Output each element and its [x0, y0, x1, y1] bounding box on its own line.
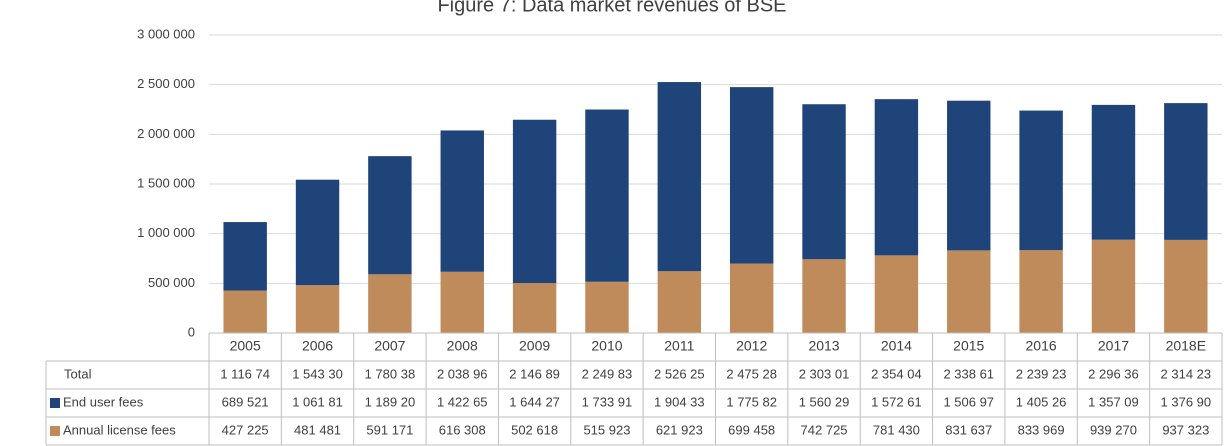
bar-segment — [368, 156, 412, 275]
x-tick-label: 2005 — [230, 338, 261, 354]
bar-segment — [295, 285, 340, 333]
bar-segment — [802, 259, 846, 333]
x-tick-label: 2012 — [736, 338, 767, 354]
table-cell: 689 521 — [222, 394, 269, 409]
table-cell: 427 225 — [222, 422, 269, 437]
legend-key — [50, 398, 60, 408]
table-cell: 2 296 36 — [1088, 366, 1139, 381]
y-tick-label: 2 000 000 — [137, 126, 195, 141]
bar-segment — [874, 255, 919, 333]
table-cell: 2 146 89 — [509, 366, 560, 381]
bar-segment — [512, 283, 557, 333]
x-tick-label: 2015 — [953, 338, 984, 354]
bar-segment — [1091, 239, 1136, 333]
table-cell: 2 314 23 — [1161, 366, 1212, 381]
table-cell: 2 475 28 — [726, 366, 777, 381]
bar-segment — [1164, 103, 1208, 240]
table-cell: 1 560 29 — [799, 394, 850, 409]
table-cell: 742 725 — [801, 422, 848, 437]
x-tick-label: 2014 — [881, 338, 912, 354]
bar-segment — [1091, 104, 1136, 240]
y-tick-label: 3 000 000 — [137, 26, 195, 41]
x-tick-label: 2009 — [519, 338, 550, 354]
table-cell: 1 357 09 — [1088, 394, 1139, 409]
chart-title: Figure 7: Data market revenues of BSE — [437, 0, 786, 16]
table-cell: 1 116 74 — [220, 366, 270, 381]
y-tick-label: 0 — [188, 324, 195, 339]
x-tick-label: 2013 — [808, 338, 839, 354]
table-cell: 781 430 — [873, 422, 920, 437]
table-cell: 2 354 04 — [871, 366, 922, 381]
table-cell: 2 526 25 — [654, 366, 705, 381]
legend-key — [50, 426, 60, 436]
bar-segment — [657, 271, 702, 333]
table-cell: 1 904 33 — [654, 394, 705, 409]
y-tick-label: 1 000 000 — [137, 225, 195, 240]
x-tick-label: 2016 — [1026, 338, 1057, 354]
bar-segment — [1019, 250, 1063, 333]
table-cell: 1 405 26 — [1016, 394, 1067, 409]
bar-segment — [585, 109, 629, 282]
table-cell: 2 239 23 — [1016, 366, 1067, 381]
table-cell: 831 637 — [945, 422, 992, 437]
table-cell: 591 171 — [366, 422, 413, 437]
bar-segment — [440, 130, 484, 272]
table-cell: 1 543 30 — [292, 366, 343, 381]
bar-segment — [512, 119, 557, 284]
bar-segment — [729, 263, 774, 333]
table-cell: 1 061 81 — [292, 394, 343, 409]
table-cell: 2 038 96 — [437, 366, 488, 381]
table-cell: 1 644 27 — [509, 394, 560, 409]
table-cell: 1 780 38 — [365, 366, 416, 381]
bar-segment — [657, 82, 702, 272]
table-cell: 2 249 83 — [582, 366, 633, 381]
x-tick-label: 2018E — [1166, 338, 1206, 354]
table-row-header: Total — [64, 366, 92, 381]
table-cell: 2 338 61 — [943, 366, 994, 381]
bar-segment — [295, 179, 340, 286]
table-cell: 833 969 — [1018, 422, 1065, 437]
bar-segment — [874, 99, 919, 256]
bar-segment — [223, 290, 267, 333]
table-cell: 1 572 61 — [871, 394, 922, 409]
table-cell: 939 270 — [1090, 422, 1137, 437]
table-cell: 937 323 — [1162, 422, 1209, 437]
bar-segment — [1019, 110, 1063, 251]
x-tick-label: 2008 — [447, 338, 478, 354]
bar-segment — [947, 100, 991, 251]
bar-segment — [947, 250, 991, 333]
table-cell: 1 189 20 — [365, 394, 416, 409]
x-tick-label: 2010 — [591, 338, 622, 354]
table-cell: 515 923 — [583, 422, 630, 437]
table-cell: 1 506 97 — [943, 394, 994, 409]
table-cell: 481 481 — [294, 422, 341, 437]
legend-label: End user fees — [63, 394, 144, 409]
bar-segment — [1164, 239, 1208, 333]
table-cell: 699 458 — [728, 422, 775, 437]
x-tick-label: 2007 — [374, 338, 405, 354]
y-tick-label: 1 500 000 — [137, 175, 195, 190]
bar-segment — [223, 222, 267, 291]
table-cell: 621 923 — [656, 422, 703, 437]
table-cell: 1 422 65 — [437, 394, 488, 409]
x-tick-label: 2011 — [664, 338, 694, 354]
bar-segment — [440, 271, 484, 333]
y-tick-label: 2 500 000 — [137, 76, 195, 91]
table-cell: 1 376 90 — [1161, 394, 1212, 409]
table-cell: 616 308 — [439, 422, 486, 437]
bar-segment — [368, 274, 412, 333]
y-tick-label: 500 000 — [148, 275, 195, 290]
bar-segment — [802, 104, 846, 260]
table-cell: 1 733 91 — [582, 394, 633, 409]
x-tick-label: 2006 — [302, 338, 333, 354]
legend-label: Annual license fees — [63, 422, 176, 437]
x-tick-label: 2017 — [1098, 338, 1129, 354]
table-cell: 502 618 — [511, 422, 558, 437]
table-cell: 1 775 82 — [726, 394, 777, 409]
table-cell: 2 303 01 — [799, 366, 850, 381]
bar-segment — [729, 87, 774, 264]
bar-segment — [585, 281, 629, 333]
